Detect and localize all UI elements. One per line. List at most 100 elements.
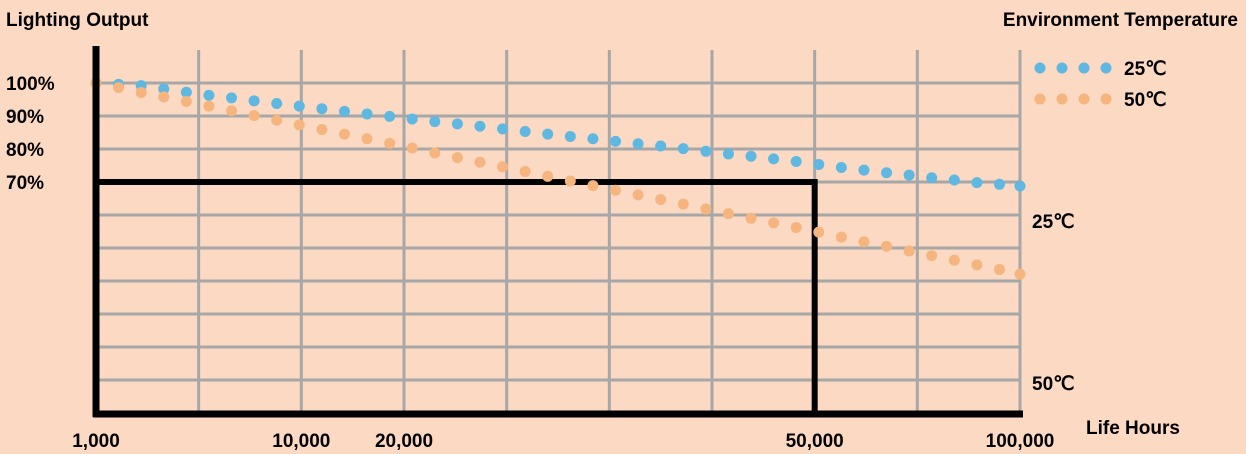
data-point <box>700 203 712 215</box>
data-point <box>858 236 870 248</box>
legend: 25℃50℃ <box>1034 59 1166 111</box>
data-point <box>180 86 192 98</box>
data-point <box>384 110 396 122</box>
data-point <box>632 189 644 201</box>
data-point <box>271 114 283 126</box>
data-point <box>881 240 893 252</box>
legend-item: 50℃ <box>1034 90 1166 111</box>
data-point <box>948 254 960 266</box>
data-point <box>1014 268 1026 280</box>
y-axis-title: Lighting Output <box>6 10 149 31</box>
series-layer <box>90 77 1026 280</box>
legend-marker <box>1100 93 1112 105</box>
data-point <box>451 152 463 164</box>
data-point <box>587 133 599 145</box>
legend-marker <box>1078 62 1090 74</box>
x-tick-label: 20,000 <box>375 431 433 452</box>
legend-marker <box>1100 62 1112 74</box>
data-point <box>293 119 305 131</box>
data-point <box>497 161 509 173</box>
data-point <box>542 128 554 140</box>
data-point <box>632 138 644 150</box>
data-point <box>813 159 825 171</box>
data-point <box>1014 180 1026 192</box>
data-point <box>542 170 554 182</box>
data-point <box>609 184 621 196</box>
data-point <box>790 156 802 168</box>
y-tick-label: 70% <box>6 173 44 194</box>
data-point <box>316 124 328 136</box>
series-50c <box>90 77 1026 280</box>
x-tick-label: 100,000 <box>986 431 1055 452</box>
threshold-layer <box>96 179 818 414</box>
data-point <box>248 95 260 107</box>
data-point <box>768 217 780 229</box>
data-point <box>226 92 238 104</box>
legend-label: 25℃ <box>1124 59 1166 80</box>
data-point <box>903 169 915 181</box>
legend-title: Environment Temperature <box>1003 10 1238 31</box>
data-point <box>338 105 350 117</box>
data-point <box>722 148 734 160</box>
data-point <box>835 231 847 243</box>
axes-layer <box>92 46 1023 418</box>
data-point <box>722 208 734 220</box>
data-point <box>813 226 825 238</box>
data-point <box>113 82 125 94</box>
data-point <box>406 113 418 125</box>
data-point <box>993 178 1005 190</box>
data-point <box>248 110 260 122</box>
data-point <box>519 126 531 138</box>
data-point <box>926 172 938 184</box>
x-axis-title: Life Hours <box>1086 418 1180 439</box>
data-point <box>316 103 328 115</box>
data-point <box>361 133 373 145</box>
data-point <box>497 123 509 135</box>
data-point <box>429 147 441 159</box>
data-point <box>700 145 712 157</box>
data-point <box>564 130 576 142</box>
data-point <box>158 91 170 103</box>
legend-marker <box>1078 93 1090 105</box>
legend-item: 25℃ <box>1034 59 1166 80</box>
data-point <box>203 89 215 101</box>
data-point <box>609 135 621 147</box>
data-point <box>655 193 667 205</box>
data-point <box>564 175 576 187</box>
data-point <box>361 108 373 120</box>
data-point <box>971 177 983 189</box>
legend-label: 50℃ <box>1124 90 1166 111</box>
data-point <box>948 174 960 186</box>
y-tick-labels: 100% 90% 80% 70% <box>6 74 55 194</box>
data-point <box>519 165 531 177</box>
data-point <box>790 222 802 234</box>
legend-marker <box>1034 62 1046 74</box>
data-point <box>226 105 238 117</box>
data-point <box>903 245 915 257</box>
data-point <box>293 100 305 112</box>
data-point <box>158 83 170 95</box>
data-point <box>474 120 486 132</box>
y-tick-label: 90% <box>6 107 44 128</box>
data-point <box>180 95 192 107</box>
data-point <box>135 87 147 99</box>
series-end-label: 25℃ <box>1032 212 1074 233</box>
x-tick-labels: 1,000 10,000 20,000 50,000 100,000 <box>72 431 1054 452</box>
legend-marker <box>1034 93 1046 105</box>
x-tick-label: 50,000 <box>786 431 844 452</box>
data-point <box>677 143 689 155</box>
data-point <box>745 150 757 162</box>
data-point <box>474 156 486 168</box>
series-end-labels: 25℃ 50℃ <box>1032 212 1074 395</box>
data-point <box>655 140 667 152</box>
data-point <box>384 137 396 149</box>
data-point <box>926 250 938 262</box>
data-point <box>429 116 441 128</box>
data-point <box>768 153 780 165</box>
data-point <box>406 142 418 154</box>
data-point <box>971 259 983 271</box>
y-tick-label: 100% <box>6 74 55 95</box>
data-point <box>587 180 599 192</box>
